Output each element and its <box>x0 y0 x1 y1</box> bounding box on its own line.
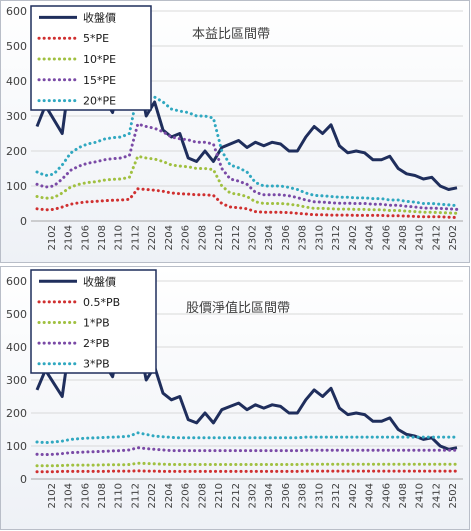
x-tick-label: 2404 <box>365 225 376 250</box>
y-tick-label: 600 <box>6 275 27 288</box>
x-tick-label: 2408 <box>398 483 409 508</box>
x-tick-label: 2312 <box>331 225 342 250</box>
legend-label: 5*PE <box>83 32 109 45</box>
legend-label: 20*PE <box>83 95 116 108</box>
legend-label: 收盤價 <box>83 274 116 288</box>
x-tick-label: 2406 <box>381 225 392 250</box>
legend-label: 2*PB <box>83 337 110 350</box>
legend-label: 收盤價 <box>83 10 116 24</box>
x-tick-label: 2206 <box>181 225 192 250</box>
x-tick-label: 2108 <box>97 483 108 508</box>
chart-title: 本益比區間帶 <box>192 27 270 42</box>
x-tick-label: 2302 <box>248 225 259 250</box>
series-line-2 <box>35 461 459 468</box>
x-tick-label: 2206 <box>181 483 192 508</box>
y-tick-label: 300 <box>6 374 27 387</box>
y-tick-label: 400 <box>6 75 27 88</box>
legend-box <box>30 269 157 374</box>
legend-box <box>30 5 152 111</box>
x-tick-label: 2106 <box>80 483 91 508</box>
x-tick-label: 2308 <box>298 483 309 508</box>
x-tick-label: 2304 <box>264 483 275 508</box>
legend: 收盤價 0.5*PB 1*PB 2*PB 3*PB <box>30 269 157 374</box>
x-tick-label: 2404 <box>365 483 376 508</box>
series-line-1 <box>35 469 459 474</box>
x-tick-label: 2208 <box>197 225 208 250</box>
x-tick-label: 2112 <box>130 483 141 508</box>
x-tick-label: 2104 <box>64 483 75 508</box>
x-tick-label: 2112 <box>130 225 141 250</box>
x-tick-label: 2302 <box>248 483 259 508</box>
x-tick-label: 2204 <box>164 483 175 508</box>
y-tick-label: 300 <box>6 110 27 123</box>
x-tick-label: 2412 <box>431 225 442 250</box>
x-tick-label: 2402 <box>348 225 359 250</box>
x-tick-label: 2502 <box>448 225 459 250</box>
x-tick-label: 2412 <box>431 483 442 508</box>
y-tick-label: 500 <box>6 308 27 321</box>
x-tick-label: 2406 <box>381 483 392 508</box>
x-tick-label: 2308 <box>298 225 309 250</box>
legend-label: 1*PB <box>83 317 110 330</box>
y-tick-label: 100 <box>6 180 27 193</box>
x-tick-label: 2110 <box>114 483 125 508</box>
legend: 收盤價 5*PE 10*PE 15*PE 20*PE <box>30 5 152 111</box>
legend-label: 10*PE <box>83 53 116 66</box>
x-tick-label: 2410 <box>415 225 426 250</box>
pb-band-chart-panel: 0 100 200 300 400 500 600 2102 2104 2106 2108 2110 2… <box>0 266 470 530</box>
legend-label: 0.5*PB <box>83 296 120 309</box>
pe-band-chart: 0 100 200 300 400 500 600 2102 2104 2106 2108 2110 2… <box>6 5 463 250</box>
x-tick-label: 2110 <box>114 225 125 250</box>
legend-label: 3*PB <box>83 358 110 371</box>
x-tick-label: 2108 <box>97 225 108 250</box>
x-tick-label: 2212 <box>231 225 242 250</box>
x-tick-label: 2202 <box>147 225 158 250</box>
x-tick-label: 2410 <box>415 483 426 508</box>
x-tick-label: 2208 <box>197 483 208 508</box>
series-line-1 <box>35 187 459 219</box>
pb-band-chart: 0 100 200 300 400 500 600 2102 2104 2106 2108 2110 2… <box>6 269 463 508</box>
y-tick-label: 200 <box>6 407 27 420</box>
y-tick-label: 500 <box>6 40 27 53</box>
x-tick-label: 2306 <box>281 225 292 250</box>
x-tick-label: 2106 <box>80 225 91 250</box>
x-tick-label: 2306 <box>281 483 292 508</box>
x-tick-label: 2102 <box>47 225 58 250</box>
x-tick-label: 2408 <box>398 225 409 250</box>
series-line-4 <box>35 89 459 208</box>
series-line-3 <box>35 122 459 211</box>
y-tick-label: 400 <box>6 341 27 354</box>
x-tick-label: 2204 <box>164 225 175 250</box>
x-tick-label: 2312 <box>331 483 342 508</box>
chart-title: 股價淨值比區間帶 <box>186 300 290 316</box>
x-tick-label: 2310 <box>314 225 325 250</box>
y-tick-label: 0 <box>20 473 27 486</box>
series-line-4 <box>35 431 459 445</box>
x-tick-label: 2210 <box>214 483 225 508</box>
x-tick-label: 2212 <box>231 483 242 508</box>
x-tick-label: 2102 <box>47 483 58 508</box>
x-tick-label: 2402 <box>348 483 359 508</box>
y-tick-label: 0 <box>20 215 27 228</box>
x-tick-label: 2104 <box>64 225 75 250</box>
x-tick-label: 2502 <box>448 483 459 508</box>
x-tick-label: 2210 <box>214 225 225 250</box>
x-tick-label: 2310 <box>314 483 325 508</box>
y-tick-label: 600 <box>6 5 27 18</box>
x-tick-label: 2304 <box>264 225 275 250</box>
series-line-3 <box>35 446 459 457</box>
y-tick-label: 200 <box>6 145 27 158</box>
y-tick-label: 100 <box>6 440 27 453</box>
x-tick-label: 2202 <box>147 483 158 508</box>
pe-band-chart-panel: 0 100 200 300 400 500 600 2102 2104 2106 2108 2110 2… <box>0 0 470 263</box>
legend-label: 15*PE <box>83 74 116 87</box>
